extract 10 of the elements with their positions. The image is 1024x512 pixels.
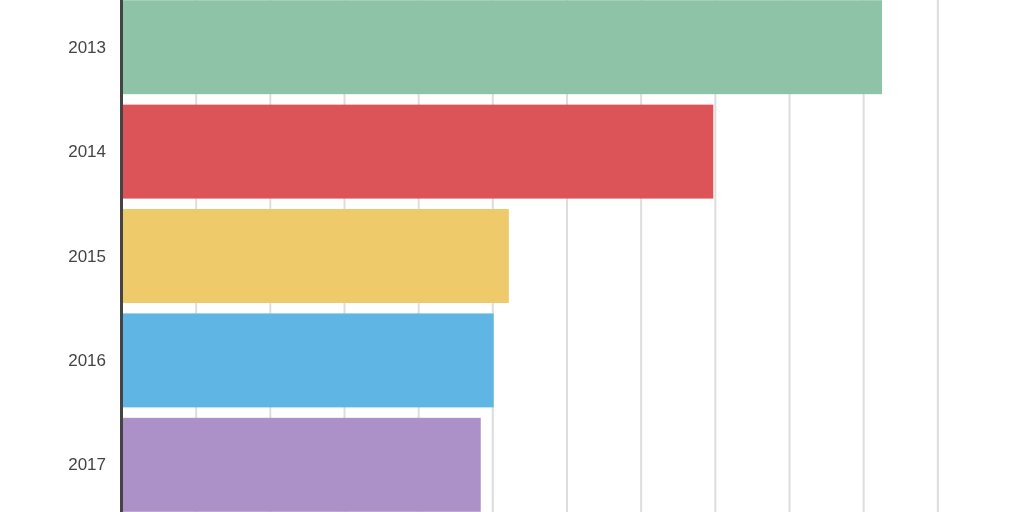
bar — [122, 417, 481, 512]
bar — [122, 209, 509, 303]
bar — [122, 104, 714, 199]
y-tick-label: 2014 — [68, 142, 106, 162]
y-tick-label: 2017 — [68, 455, 106, 475]
bar — [122, 0, 883, 95]
bar — [122, 313, 494, 408]
y-tick-label: 2013 — [68, 37, 106, 57]
y-tick-label: 2015 — [68, 246, 106, 266]
y-tick-label: 2016 — [68, 350, 106, 370]
